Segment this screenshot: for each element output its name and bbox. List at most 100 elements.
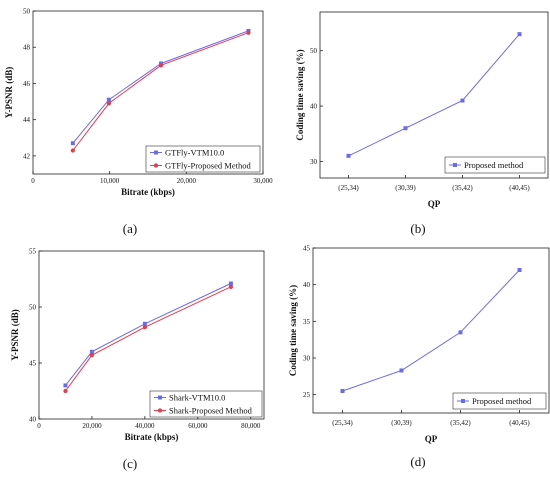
legend-marker	[461, 399, 465, 403]
data-point	[228, 281, 233, 286]
panel-label: (a)	[123, 221, 137, 236]
y-tick-label: 45	[303, 245, 311, 253]
legend-marker	[157, 408, 163, 413]
x-tick-label: (25,34)	[338, 184, 359, 192]
y-tick-label: 40	[310, 103, 318, 111]
chart-panel-4: 25 30 35 40 45 (25,34) (30,39) (35,42) (40,45) QP…	[288, 245, 550, 469]
panel-label: (b)	[410, 221, 425, 236]
x-tick-label: 20,000	[177, 177, 197, 185]
data-point	[228, 284, 234, 289]
data-point	[89, 349, 94, 354]
legend-label: Proposed method	[464, 160, 524, 170]
chart-panel-2: 30 40 50 (25,34) (30,39) (35,42) (40,45) QP Codi…	[295, 11, 549, 236]
chart-panel-1: 42 44 46 48 50 0 10,000 20,000 30,000 Bitrate (kb…	[4, 8, 273, 237]
legend-marker	[153, 163, 159, 168]
data-point	[70, 148, 75, 153]
data-point	[517, 32, 522, 37]
legend-label: Shark-VTM10.0	[169, 393, 225, 403]
chart-panel-3: 40 45 50 55 0 20,000 40,000 60,000 80,000 Bitrate…	[10, 248, 265, 471]
x-axis-title: QP	[425, 434, 438, 444]
x-tick-label: 40,000	[135, 422, 155, 430]
x-tick-label: 80,000	[241, 422, 261, 430]
data-point	[106, 101, 111, 106]
data-point	[70, 141, 75, 146]
x-tick-label: 0	[37, 422, 41, 430]
series-line-2	[72, 32, 249, 151]
x-tick-label: (30,39)	[395, 184, 416, 192]
y-axis-title: Y-PSNR (dB)	[10, 309, 20, 360]
x-tick-label: (40,45)	[509, 184, 530, 192]
data-point	[458, 330, 463, 335]
plot-frame	[319, 11, 549, 179]
x-axis-title: Bitrate (kbps)	[125, 432, 179, 442]
x-tick-label: 0	[31, 177, 35, 185]
legend: GTFly-VTM10.0 GTFly-Proposed Method	[145, 145, 261, 173]
legend-label: GTFly-VTM10.0	[165, 148, 224, 158]
y-tick-label: 55	[29, 248, 37, 256]
x-tick-label: (35,42)	[452, 184, 473, 192]
data-point	[142, 325, 147, 330]
x-tick-label: 60,000	[188, 422, 208, 430]
y-tick-label: 50	[310, 47, 318, 55]
legend: Proposed method	[444, 156, 546, 174]
x-tick-label: (35,42)	[450, 419, 471, 427]
legend: Proposed method	[452, 392, 547, 410]
y-tick-label: 30	[310, 158, 318, 166]
x-tick-label: (30,39)	[391, 419, 412, 427]
panel-label: (c)	[123, 456, 137, 471]
series-line-1	[348, 33, 520, 157]
y-tick-label: 35	[303, 318, 311, 326]
y-tick-label: 50	[29, 304, 37, 312]
x-tick-label: 20,000	[82, 422, 102, 430]
legend-box	[145, 145, 261, 173]
plot-frame	[312, 247, 550, 414]
legend-label: Shark-Proposed Method	[169, 406, 253, 416]
data-point	[399, 368, 404, 373]
data-point	[63, 383, 68, 388]
data-point	[340, 389, 345, 393]
y-tick-label: 40	[29, 416, 37, 424]
panel-label: (d)	[410, 454, 425, 469]
y-tick-label: 45	[29, 360, 37, 368]
plot-frame	[38, 250, 265, 420]
y-tick-label: 42	[23, 152, 31, 160]
x-tick-label: (40,45)	[509, 419, 530, 427]
x-axis-title: Bitrate (kbps)	[121, 187, 175, 197]
y-tick-label: 44	[23, 116, 31, 124]
x-axis-title: QP	[428, 199, 441, 209]
y-tick-label: 50	[23, 8, 31, 16]
legend-box	[452, 392, 547, 410]
y-tick-label: 40	[303, 281, 311, 289]
y-axis-title: Coding time saving (%)	[295, 49, 305, 140]
data-point	[89, 353, 95, 358]
legend-marker	[453, 163, 457, 167]
legend-box	[444, 156, 546, 174]
series-line-2	[65, 286, 232, 392]
x-tick-label: 30,000	[253, 177, 273, 185]
x-tick-label: 10,000	[100, 177, 120, 185]
y-axis-title: Coding time saving (%)	[288, 285, 298, 376]
legend-label: Proposed method	[472, 396, 532, 406]
legend: Shark-VTM10.0 Shark-Proposed Method	[149, 390, 263, 418]
y-tick-label: 25	[303, 391, 311, 399]
data-point	[106, 97, 111, 102]
data-point	[460, 98, 465, 103]
data-point	[403, 126, 408, 131]
legend-box	[149, 390, 263, 418]
data-point	[346, 153, 351, 158]
legend-marker	[158, 395, 162, 400]
y-tick-label: 30	[303, 355, 311, 363]
data-point	[158, 63, 164, 68]
legend-label: GTFly-Proposed Method	[165, 161, 251, 171]
y-tick-label: 48	[23, 44, 31, 52]
data-point	[63, 388, 68, 394]
data-point	[142, 321, 147, 326]
data-point	[246, 30, 251, 35]
y-tick-label: 46	[23, 80, 31, 88]
y-axis-title: Y-PSNR (dB)	[4, 67, 14, 118]
plot-frame	[32, 10, 264, 175]
series-line-1	[72, 30, 249, 144]
data-point	[517, 268, 522, 272]
legend-marker	[154, 150, 158, 155]
